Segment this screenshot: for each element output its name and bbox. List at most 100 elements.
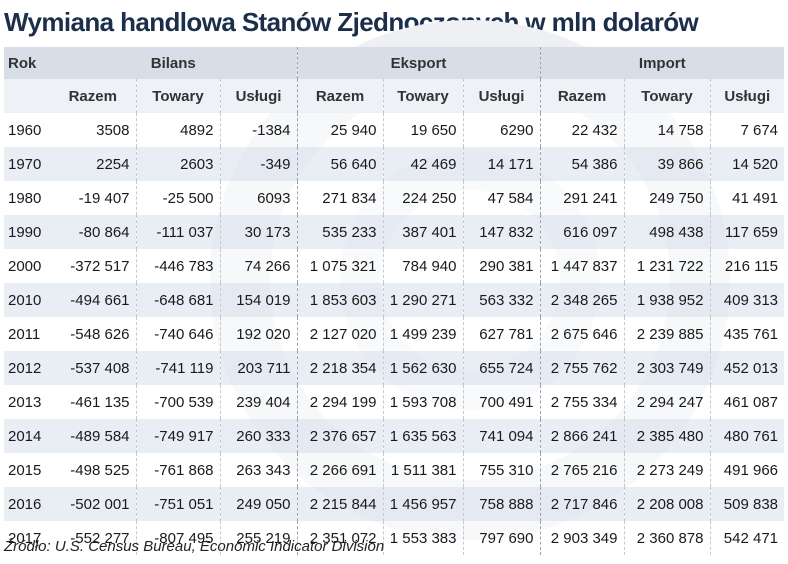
cell-value: 2 903 349 <box>539 521 624 555</box>
cell-value: 784 940 <box>382 249 463 283</box>
cell-value: 249 050 <box>219 487 297 521</box>
cell-value: 47 584 <box>462 181 540 215</box>
cell-value: 1 290 271 <box>382 283 463 317</box>
cell-value: 1 635 563 <box>382 419 463 453</box>
cell-value: 2 215 844 <box>296 487 383 521</box>
table-row: 2013 -461 135 -700 539 239 404 2 294 199 1 59… <box>4 385 785 419</box>
cell-value: 2 385 480 <box>623 419 710 453</box>
cell-value: 1 938 952 <box>623 283 710 317</box>
cell-value: 14 520 <box>709 147 785 181</box>
cell-value: 435 761 <box>709 317 785 351</box>
cell-value: 1 499 239 <box>382 317 463 351</box>
cell-value: 41 491 <box>709 181 785 215</box>
cell-year: 1970 <box>4 147 50 181</box>
cell-value: 4892 <box>135 113 220 147</box>
cell-value: 2 360 878 <box>623 521 710 555</box>
cell-value: 563 332 <box>462 283 540 317</box>
header-import-uslugi: Usługi <box>709 79 785 113</box>
cell-value: 117 659 <box>709 215 785 249</box>
header-bilans-towary: Towary <box>135 79 220 113</box>
cell-year: 2016 <box>4 487 50 521</box>
cell-value: -749 917 <box>135 419 220 453</box>
cell-value: 2 765 216 <box>539 453 624 487</box>
table-row: 1970 2254 2603 -349 56 640 42 469 14 171 54 386… <box>4 147 785 181</box>
table-row: 2014 -489 584 -749 917 260 333 2 376 657 1 63… <box>4 419 785 453</box>
cell-value: 480 761 <box>709 419 785 453</box>
cell-value: 2 675 646 <box>539 317 624 351</box>
cell-value: 2 218 354 <box>296 351 383 385</box>
header-sub-row: Razem Towary Usługi Razem Towary Usługi … <box>4 79 785 113</box>
header-eksport-towary: Towary <box>382 79 463 113</box>
table-row: 2010 -494 661 -648 681 154 019 1 853 603 1 29… <box>4 283 785 317</box>
cell-value: -494 661 <box>50 283 136 317</box>
cell-value: 452 013 <box>709 351 785 385</box>
cell-value: 491 966 <box>709 453 785 487</box>
cell-value: 2 376 657 <box>296 419 383 453</box>
cell-value: 271 834 <box>296 181 383 215</box>
cell-value: 2 717 846 <box>539 487 624 521</box>
cell-value: -700 539 <box>135 385 220 419</box>
cell-value: -537 408 <box>50 351 136 385</box>
cell-year: 2013 <box>4 385 50 419</box>
cell-year: 2010 <box>4 283 50 317</box>
cell-value: 387 401 <box>382 215 463 249</box>
cell-value: -80 864 <box>50 215 136 249</box>
cell-value: -19 407 <box>50 181 136 215</box>
cell-value: 260 333 <box>219 419 297 453</box>
header-eksport-uslugi: Usługi <box>462 79 540 113</box>
cell-value: 755 310 <box>462 453 540 487</box>
cell-value: -807 495 <box>135 521 220 555</box>
cell-value: 498 438 <box>623 215 710 249</box>
cell-value: 1 075 321 <box>296 249 383 283</box>
cell-value: 1 593 708 <box>382 385 463 419</box>
cell-value: 1 456 957 <box>382 487 463 521</box>
cell-value: 2 866 241 <box>539 419 624 453</box>
cell-year: 2012 <box>4 351 50 385</box>
table-row: 2012 -537 408 -741 119 203 711 2 218 354 1 56… <box>4 351 785 385</box>
cell-value: -548 626 <box>50 317 136 351</box>
cell-year: 1990 <box>4 215 50 249</box>
cell-value: 409 313 <box>709 283 785 317</box>
cell-value: 616 097 <box>539 215 624 249</box>
cell-value: 2 273 249 <box>623 453 710 487</box>
cell-value: 1 447 837 <box>539 249 624 283</box>
cell-value: 797 690 <box>462 521 540 555</box>
cell-value: 2 755 762 <box>539 351 624 385</box>
header-eksport: Eksport <box>296 47 540 79</box>
cell-year: 1980 <box>4 181 50 215</box>
table-row: 2016 -502 001 -751 051 249 050 2 215 844 1 45… <box>4 487 785 521</box>
cell-value: 2 239 885 <box>623 317 710 351</box>
cell-value: 6093 <box>219 181 297 215</box>
cell-value: 42 469 <box>382 147 463 181</box>
cell-value: 535 233 <box>296 215 383 249</box>
cell-value: 7 674 <box>709 113 785 147</box>
cell-value: 2 348 265 <box>539 283 624 317</box>
table-row: 1980 -19 407 -25 500 6093 271 834 224 250 47 5… <box>4 181 785 215</box>
cell-value: -761 868 <box>135 453 220 487</box>
cell-value: -552 277 <box>50 521 136 555</box>
cell-value: 224 250 <box>382 181 463 215</box>
cell-value: 25 940 <box>296 113 383 147</box>
header-bilans-razem: Razem <box>50 79 136 113</box>
header-import-towary: Towary <box>623 79 710 113</box>
cell-value: 2603 <box>135 147 220 181</box>
table-row: 2011 -548 626 -740 646 192 020 2 127 020 1 49… <box>4 317 785 351</box>
cell-value: 192 020 <box>219 317 297 351</box>
page-title: Wymiana handlowa Stanów Zjednoczonych w … <box>4 4 784 40</box>
cell-year: 2014 <box>4 419 50 453</box>
cell-value: 291 241 <box>539 181 624 215</box>
cell-value: 2 127 020 <box>296 317 383 351</box>
cell-value: -740 646 <box>135 317 220 351</box>
header-import: Import <box>539 47 785 79</box>
cell-value: 741 094 <box>462 419 540 453</box>
cell-value: 22 432 <box>539 113 624 147</box>
cell-value: 2 294 247 <box>623 385 710 419</box>
cell-value: 1 562 630 <box>382 351 463 385</box>
cell-value: 1 553 383 <box>382 521 463 555</box>
cell-value: 74 266 <box>219 249 297 283</box>
cell-value: 6290 <box>462 113 540 147</box>
cell-value: 2 351 072 <box>296 521 383 555</box>
cell-value: 14 171 <box>462 147 540 181</box>
cell-value: -648 681 <box>135 283 220 317</box>
header-rok: Rok <box>4 47 50 79</box>
